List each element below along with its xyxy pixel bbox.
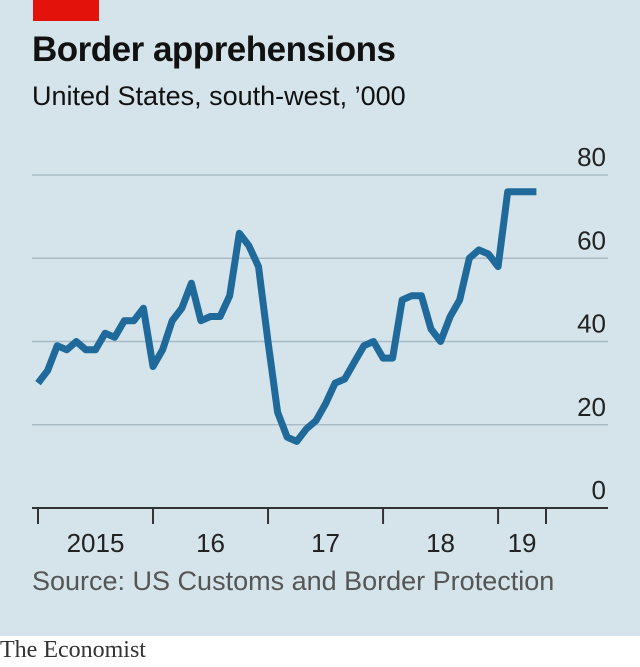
x-tick-label-2018: 18 [426, 528, 455, 558]
x-tick-label-2019: 19 [508, 528, 537, 558]
chart-subtitle: United States, south-west, ’000 [32, 81, 406, 111]
x-tick-label-2016: 16 [196, 528, 225, 558]
gridlines [32, 174, 608, 426]
series-layer [35, 188, 537, 445]
brand-red-tag [33, 0, 99, 21]
x-axis: 2015 16 17 18 19 [32, 507, 608, 558]
y-tick-label-20: 20 [577, 392, 606, 422]
y-tick-label-80: 80 [577, 142, 606, 172]
y-tick-label-60: 60 [577, 225, 606, 255]
y-axis-labels: 0 20 40 60 80 [577, 142, 606, 505]
y-tick-label-0: 0 [592, 475, 606, 505]
x-tick-label-2017: 17 [311, 528, 340, 558]
x-tick-label-2015: 2015 [67, 528, 125, 558]
chart-panel: Border apprehensions United States, sout… [0, 0, 640, 636]
chart-title: Border apprehensions [32, 30, 396, 69]
series-line-0 [35, 188, 537, 445]
source-note: Source: US Customs and Border Protection [32, 566, 555, 596]
publisher-name: The Economist [0, 637, 146, 663]
y-tick-label-40: 40 [577, 309, 606, 339]
line-chart: 0 20 40 60 80 2015 16 17 18 19 [32, 142, 608, 558]
